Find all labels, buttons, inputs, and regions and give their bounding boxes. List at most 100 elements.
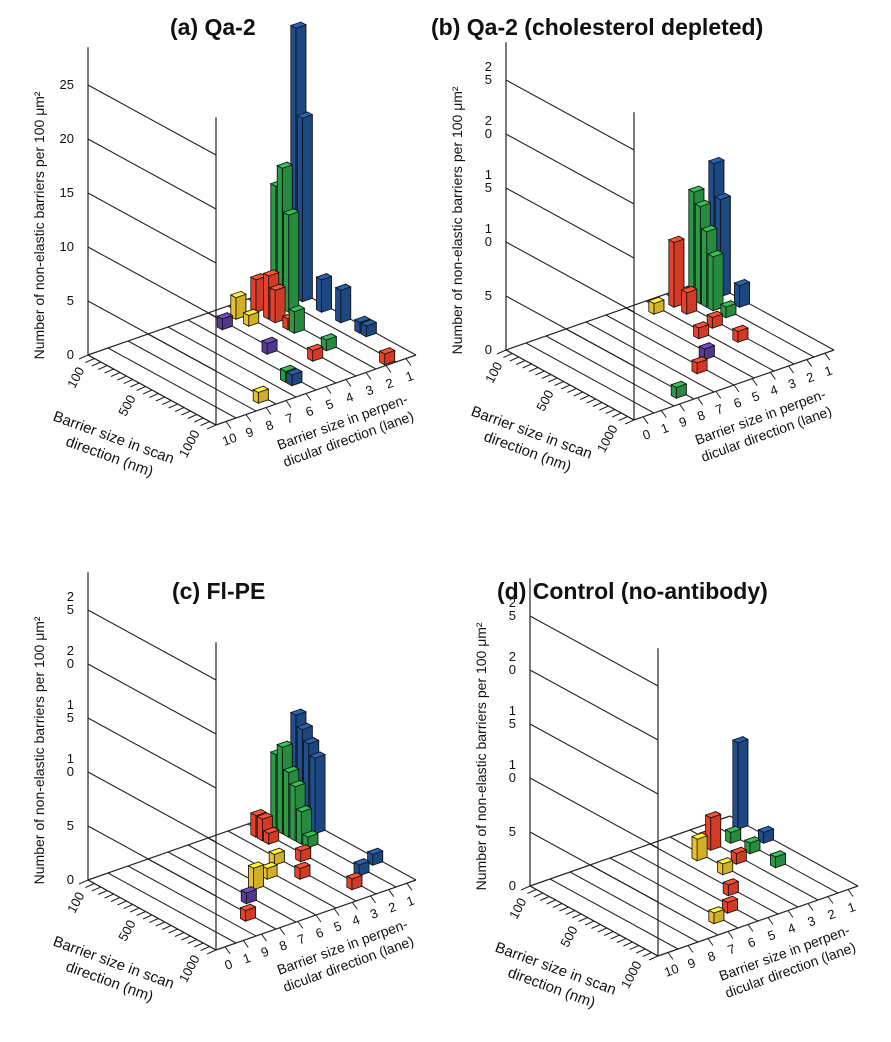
x-tick-label: 100 xyxy=(506,895,529,921)
x-tick-label: 1000 xyxy=(594,422,621,455)
z-gridline xyxy=(87,609,217,681)
z-axis-title: Number of non-elastic barriers per 100 μ… xyxy=(31,616,47,884)
x-tick-label: 100 xyxy=(64,364,87,390)
x-tick xyxy=(535,370,545,376)
lane-tick-label: 6 xyxy=(731,394,743,411)
x-tick xyxy=(117,900,127,906)
lane-tick xyxy=(285,400,292,408)
floor-edge xyxy=(215,354,417,426)
x-tick xyxy=(155,396,166,402)
lane-tick xyxy=(642,416,649,425)
x-tick xyxy=(97,890,108,895)
floor-lane-line xyxy=(127,340,257,412)
bar xyxy=(294,844,312,863)
x-tick xyxy=(91,361,102,367)
z-tick-label: 1 xyxy=(509,703,516,718)
lane-tick-label: 1 xyxy=(845,899,857,916)
x-tick xyxy=(546,899,556,905)
x-tick xyxy=(123,904,134,909)
bar xyxy=(285,368,303,387)
lane-tick xyxy=(351,901,358,910)
z-tick-label: 0 xyxy=(485,234,492,249)
z-tick-label: 5 xyxy=(67,818,74,833)
bar xyxy=(315,272,333,313)
floor-edge xyxy=(529,815,731,887)
bar xyxy=(320,333,338,352)
bar xyxy=(731,735,749,830)
lane-tick xyxy=(333,908,340,916)
z-tick-label: 5 xyxy=(485,288,492,303)
bar xyxy=(670,380,688,399)
lane-tick-label: 6 xyxy=(313,924,325,941)
lane-tick xyxy=(847,889,854,897)
lane-tick xyxy=(224,946,231,955)
bar xyxy=(704,810,722,851)
bar xyxy=(769,850,787,869)
x-tick xyxy=(91,886,102,892)
lane-tick xyxy=(807,903,814,911)
x-tick xyxy=(559,906,569,912)
x-tick xyxy=(168,928,178,934)
x-tick xyxy=(168,403,178,409)
z-tick-label: 0 xyxy=(509,878,516,893)
z-tick-label: 2 xyxy=(67,643,74,658)
bar xyxy=(239,903,257,922)
x-tick xyxy=(541,374,552,379)
z-tick-label: 5 xyxy=(67,293,74,308)
x-tick-label: 100 xyxy=(64,889,87,915)
x-tick-label: 100 xyxy=(482,359,505,385)
z-tick-label: 1 xyxy=(67,751,74,766)
lane-tick xyxy=(305,393,312,401)
bar xyxy=(378,347,396,366)
floor-edge xyxy=(657,885,859,957)
bar xyxy=(721,895,739,914)
x-tick xyxy=(206,949,217,955)
bar xyxy=(282,208,300,313)
lane-tick xyxy=(345,379,352,387)
z-gridline xyxy=(87,663,217,735)
x-tick xyxy=(129,907,140,913)
lane-tick-label: 4 xyxy=(343,389,355,406)
bar xyxy=(345,872,363,891)
z-tick-label: 5 xyxy=(485,72,492,87)
x-tick xyxy=(554,381,564,386)
x-tick xyxy=(586,398,596,404)
bar xyxy=(306,343,324,362)
lane-tick-label: 5 xyxy=(323,396,335,413)
bar xyxy=(722,878,740,897)
lane-tick-label: 7 xyxy=(295,931,307,948)
x-tick xyxy=(155,921,166,927)
lane-tick xyxy=(242,940,249,948)
z-tick-label: 1 xyxy=(485,167,492,182)
lane-tick-label: 7 xyxy=(725,941,737,958)
z-tick-label: 0 xyxy=(67,872,74,887)
x-tick xyxy=(187,939,198,944)
lane-tick-label: 6 xyxy=(745,934,757,951)
z-tick-label: 0 xyxy=(509,770,516,785)
x-tick xyxy=(117,375,127,381)
x-tick xyxy=(136,911,146,916)
z-tick-label: 0 xyxy=(67,656,74,671)
lane-tick xyxy=(733,384,740,393)
x-tick xyxy=(618,416,628,421)
lane-tick xyxy=(751,378,758,386)
lane-tick-label: 3 xyxy=(368,905,380,922)
z-tick-label: 2 xyxy=(509,649,516,664)
z-gridline xyxy=(87,84,217,156)
z-gridline xyxy=(87,138,217,210)
x-tick xyxy=(527,889,537,894)
z-tick-label: 5 xyxy=(485,180,492,195)
lane-tick xyxy=(225,421,232,429)
bar xyxy=(716,857,734,876)
z-gridline xyxy=(87,717,217,789)
lane-tick-label: 0 xyxy=(641,426,653,443)
bar xyxy=(743,836,761,855)
x-tick-label: 500 xyxy=(115,917,138,943)
lane-tick xyxy=(315,914,322,923)
panel-title: (a) Qa-2 xyxy=(170,14,256,40)
lane-tick-label: 9 xyxy=(677,414,689,431)
bar xyxy=(731,324,749,343)
